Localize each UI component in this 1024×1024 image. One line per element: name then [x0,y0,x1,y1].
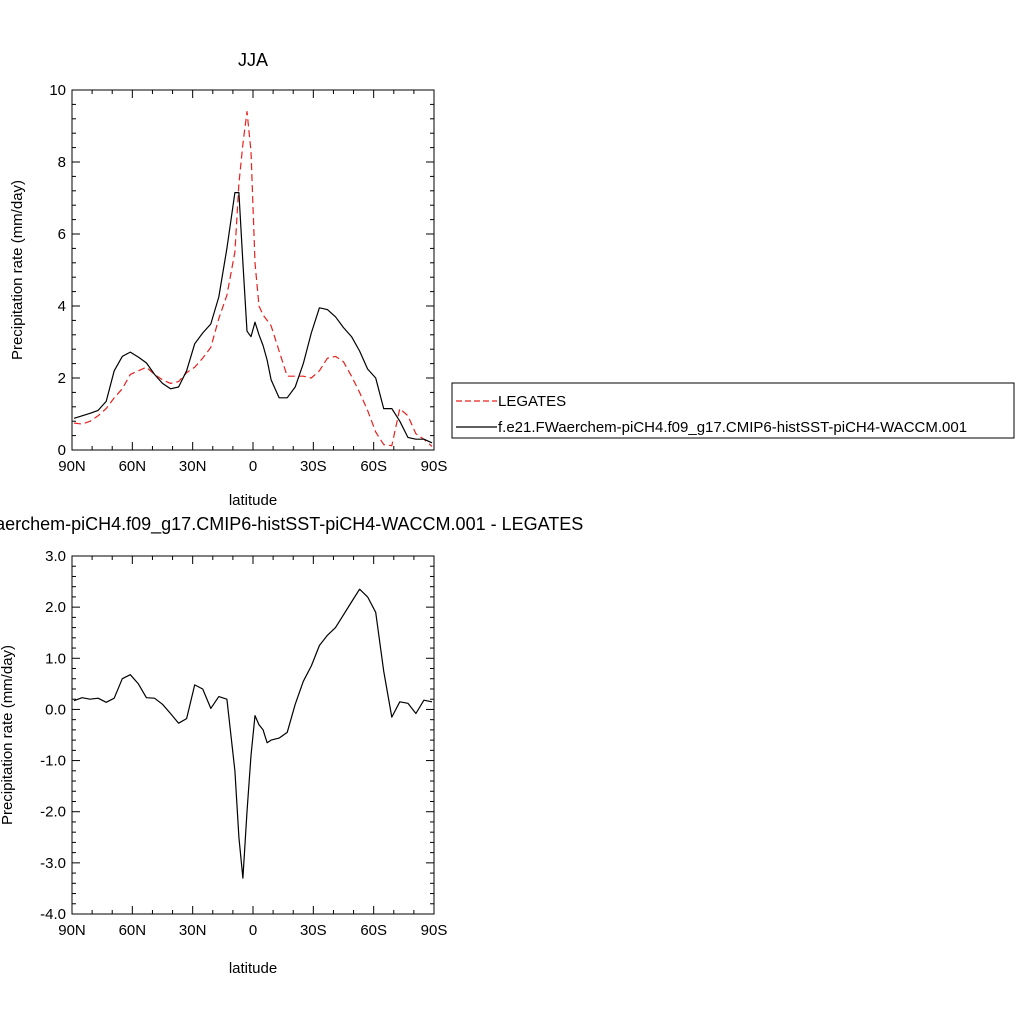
x-tick-label: 30N [179,458,207,475]
axis-ticks: 90N 60N 30N 0 30S 60S 90S 0 2 4 6 8 10 [49,82,447,475]
x-axis-label: latitude [229,492,277,509]
y-tick-label: 10 [49,82,66,99]
series-line-1-0 [73,588,433,879]
y-axis-label: Precipitation rate (mm/day) [0,645,16,825]
legend: LEGATES f.e21.FWaerchem-piCH4.f09_g17.CM… [451,382,1015,439]
x-tick-label: 60S [360,922,387,939]
x-tick-label: 60N [119,458,147,475]
y-tick-label: 2.0 [45,599,66,616]
y-tick-label: -1.0 [40,753,66,770]
chart-title: f.e21.FWaerchem-piCH4.f09_g17.CMIP6-hist… [0,514,583,535]
y-tick-label: -2.0 [40,804,66,821]
x-tick-label: 30S [300,922,327,939]
x-tick-label: 90S [421,922,448,939]
y-tick-label: 1.0 [45,650,66,667]
y-tick-label: 2 [58,370,66,387]
y-tick-label: 3.0 [45,548,66,565]
series-lines [73,110,433,447]
x-tick-label: 60S [360,458,387,475]
x-tick-label: 90S [421,458,448,475]
x-axis-label: latitude [229,960,277,977]
x-tick-label: 0 [249,922,257,939]
plot-frame [71,89,435,451]
x-tick-label: 30S [300,458,327,475]
series-lines [73,588,433,879]
series-line-0-1 [73,192,433,444]
y-tick-label: 4 [58,298,66,315]
chart-panel-jja: JJA latitude Precipitation rate (mm/day)… [9,50,1015,509]
chart-title: JJA [238,50,268,70]
y-tick-label: 6 [58,226,66,243]
y-tick-label: -4.0 [40,906,66,923]
series-line-0-0 [73,110,433,447]
x-tick-label: 30N [179,922,207,939]
y-axis-label: Precipitation rate (mm/day) [9,180,26,360]
x-tick-label: 0 [249,458,257,475]
legend-label-legates: LEGATES [498,393,566,410]
y-tick-label: 0.0 [45,701,66,718]
y-tick-label: 8 [58,154,66,171]
legend-label-model: f.e21.FWaerchem-piCH4.f09_g17.CMIP6-hist… [498,419,967,436]
x-tick-label: 90N [58,922,86,939]
legend-box [451,382,1015,439]
x-tick-label: 90N [58,458,86,475]
axis-ticks: 90N 60N 30N 0 30S 60S 90S -4.0 -3.0 -2.0 -1.0 0.0 1.… [40,548,447,939]
y-tick-label: -3.0 [40,855,66,872]
chart-panel-difference: f.e21.FWaerchem-piCH4.f09_g17.CMIP6-hist… [0,514,583,977]
y-tick-label: 0 [58,442,66,459]
x-tick-label: 60N [119,922,147,939]
